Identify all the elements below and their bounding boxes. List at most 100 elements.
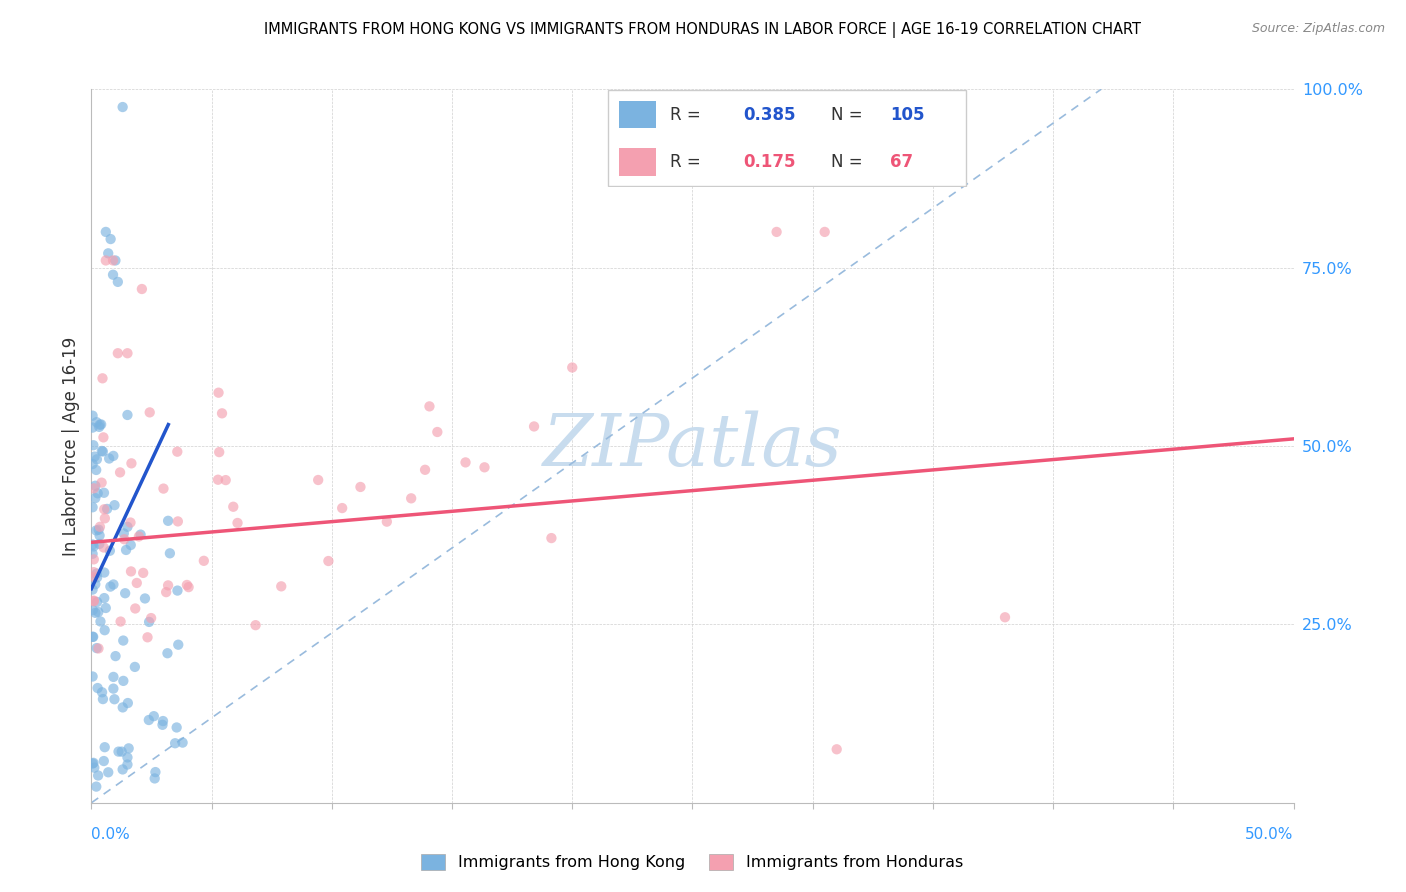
Point [111,763,134,777]
Point [82,603,104,617]
Point [84,577,107,591]
Point [159,546,181,560]
Text: ZIPatlas: ZIPatlas [543,410,842,482]
Point [91,371,114,385]
Point [93,485,115,500]
Point [138,615,160,629]
Point [145,765,167,780]
Point [89,420,111,434]
Point [82,669,104,683]
Point [103,498,125,512]
Point [270,579,292,593]
Point [84,463,107,477]
Point [207,473,229,487]
Point [215,473,238,487]
Point [176,578,198,592]
Point [115,543,138,558]
Point [82,547,104,561]
Point [89,615,111,629]
Text: IMMIGRANTS FROM HONG KONG VS IMMIGRANTS FROM HONDURAS IN LABOR FORCE | AGE 16-19: IMMIGRANTS FROM HONG KONG VS IMMIGRANTS … [264,22,1142,38]
Point [90,417,112,432]
Point [83,450,105,464]
Point [89,537,111,551]
Y-axis label: In Labor Force | Age 16-19: In Labor Force | Age 16-19 [62,336,80,556]
Point [165,736,187,750]
Point [117,346,139,360]
Point [112,533,135,547]
Point [82,756,104,770]
Point [142,709,165,723]
Point [318,554,340,568]
Point [166,444,188,458]
Point [84,479,107,493]
Point [93,740,115,755]
Point [86,681,108,695]
Point [93,754,115,768]
Point [93,624,115,638]
Point [561,360,583,375]
Point [98,543,121,558]
Point [157,514,180,528]
Point [90,444,112,458]
Point [117,757,139,772]
Point [104,649,127,664]
Point [103,681,125,696]
Point [138,713,160,727]
Point [82,630,104,644]
Text: N =: N = [831,106,863,124]
Legend: Immigrants from Hong Kong, Immigrants from Honduras: Immigrants from Hong Kong, Immigrants fr… [415,847,970,877]
Point [307,473,329,487]
Point [87,768,110,782]
Point [139,611,162,625]
Point [91,444,114,458]
Point [87,605,110,619]
Point [82,420,104,434]
Point [157,578,180,592]
Point [86,595,108,609]
Text: 105: 105 [890,106,924,124]
Point [155,585,177,599]
Point [107,745,129,759]
Point [112,526,135,541]
Point [172,736,194,750]
Point [245,618,267,632]
Point [91,692,114,706]
Text: R =: R = [671,153,702,170]
Point [83,594,105,608]
Point [86,415,108,429]
Point [152,714,174,728]
Point [129,527,152,541]
Point [454,455,477,469]
Text: Source: ZipAtlas.com: Source: ZipAtlas.com [1251,22,1385,36]
Point [94,601,117,615]
Point [82,756,104,771]
Point [86,452,108,467]
Text: N =: N = [831,153,863,170]
Point [91,685,114,699]
Point [82,409,104,423]
Point [83,481,105,495]
Point [413,463,436,477]
Point [101,253,124,268]
Point [814,225,837,239]
Point [101,268,124,282]
Point [108,466,131,480]
Point [98,451,121,466]
Point [112,673,135,688]
Point [84,524,107,538]
Point [132,566,155,580]
Point [83,540,105,554]
Point [994,610,1017,624]
Point [134,591,156,606]
Point [82,537,104,551]
Point [93,591,115,605]
Point [117,750,139,764]
Point [82,582,104,597]
Point [177,580,200,594]
Point [93,541,115,555]
Point [765,225,787,239]
Point [540,531,562,545]
Point [93,502,115,516]
Point [96,502,118,516]
Point [82,500,104,515]
